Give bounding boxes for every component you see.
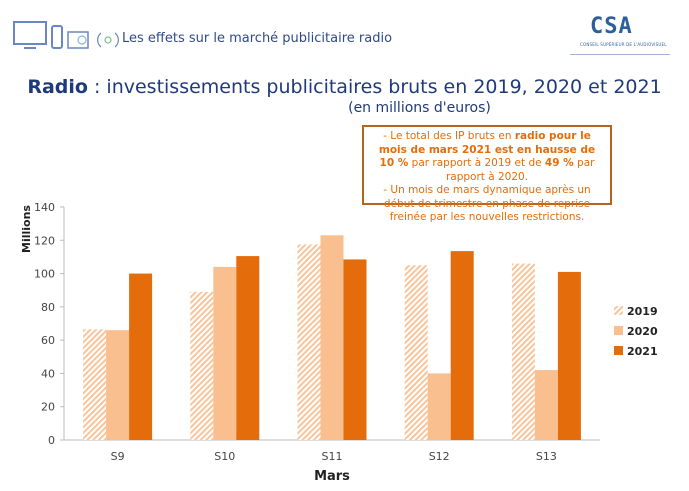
bar-2021-S12 <box>450 251 474 440</box>
csa-logo: CSA <box>590 14 633 39</box>
legend-swatch-2020 <box>614 326 623 335</box>
legend-label: 2020 <box>627 325 658 338</box>
bar-2019-S13 <box>511 263 535 440</box>
legend-swatch-2021 <box>614 346 623 355</box>
y-tick-label: 140 <box>34 201 55 214</box>
bar-2020-S9 <box>106 330 130 440</box>
bar-2020-S11 <box>320 235 344 440</box>
csa-logo-subtitle: CONSEIL SUPÉRIEUR DE L'AUDIOVISUEL <box>580 42 667 47</box>
y-tick-label: 120 <box>34 234 55 247</box>
bar-2021-S13 <box>557 271 581 440</box>
legend-label: 2021 <box>627 345 658 358</box>
note-bold: radio pour le mois de mars 2021 est en h… <box>378 130 596 169</box>
x-tick-label: S9 <box>111 450 125 463</box>
note-text: - Un mois de mars dynamique après un déb… <box>383 184 591 223</box>
bar-2019-S12 <box>404 265 428 440</box>
y-tick-label: 20 <box>41 401 55 414</box>
note-bold: 49 % <box>544 157 574 169</box>
y-tick-label: 100 <box>34 268 55 281</box>
bar-2019-S9 <box>83 329 107 440</box>
legend-swatch-2019 <box>614 306 623 315</box>
bar-2021-S10 <box>236 256 260 440</box>
y-tick-label: 0 <box>48 434 55 447</box>
title-rest: : investissements publicitaires bruts en… <box>87 76 662 98</box>
x-tick-label: S10 <box>214 450 235 463</box>
bar-2019-S11 <box>297 244 321 440</box>
chart-title: Radio : investissements publicitaires br… <box>0 76 689 98</box>
tv-phone-radio-icon <box>13 21 119 49</box>
y-tick-label: 80 <box>41 301 55 314</box>
y-axis-label: Millions <box>20 205 33 253</box>
x-tick-label: S13 <box>536 450 557 463</box>
bar-2020-S12 <box>427 373 451 440</box>
title-bold: Radio <box>27 76 88 98</box>
bar-2019-S10 <box>190 291 214 440</box>
bar-2021-S9 <box>129 273 153 440</box>
note-text: par rapport à 2020. <box>445 157 595 183</box>
x-tick-label: S11 <box>322 450 343 463</box>
chart-subtitle: (en millions d'euros) <box>348 100 491 116</box>
x-tick-label: S12 <box>429 450 450 463</box>
note-text: - Le total des IP bruts en <box>383 130 515 142</box>
header-title: Les effets sur le marché publicitaire ra… <box>122 31 393 46</box>
note-text: par rapport à 2019 et de <box>408 157 545 169</box>
y-tick-label: 60 <box>41 334 55 347</box>
legend-label: 2019 <box>627 305 658 318</box>
bar-2020-S10 <box>213 266 237 440</box>
x-axis-label: Mars <box>314 469 350 484</box>
bar-2020-S13 <box>534 370 558 440</box>
divider <box>570 54 670 55</box>
note-box: - Le total des IP bruts en radio pour le… <box>362 125 612 223</box>
y-tick-label: 40 <box>41 367 55 380</box>
bar-2021-S11 <box>343 259 367 440</box>
